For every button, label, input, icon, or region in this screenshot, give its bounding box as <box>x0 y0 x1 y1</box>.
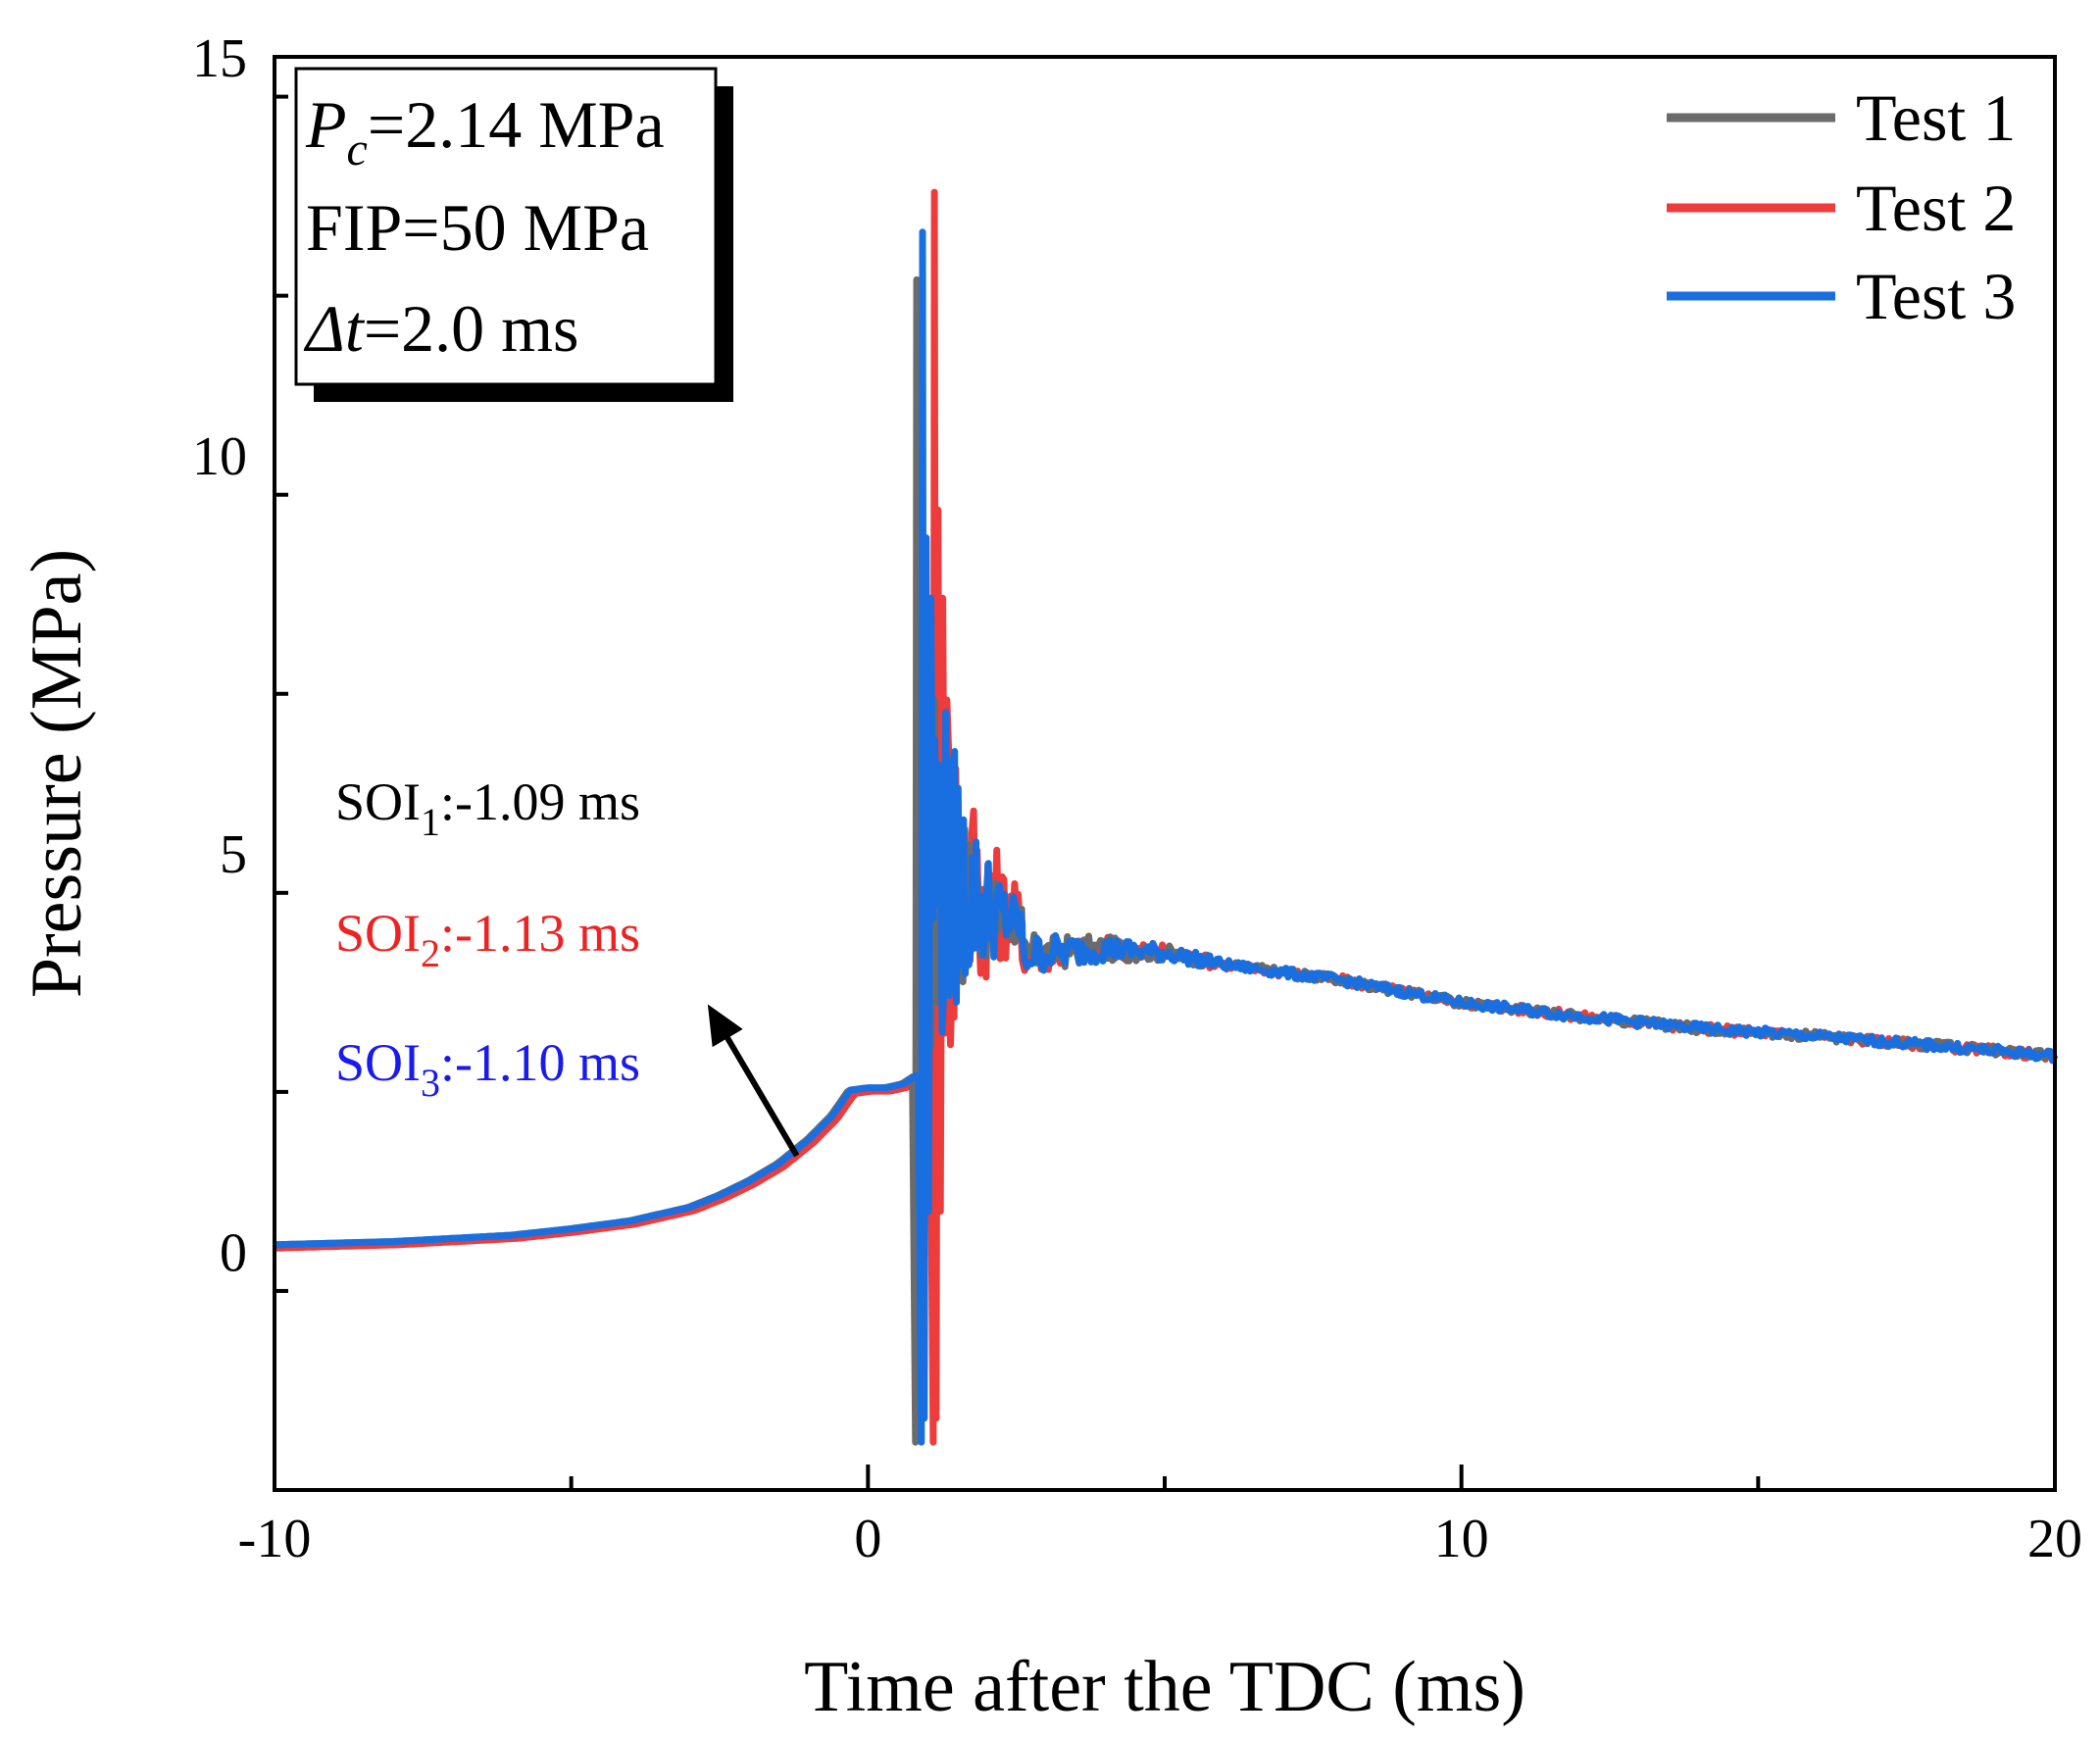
arrow-shaft <box>716 1020 800 1158</box>
fip-label: FIP=50 MPa <box>306 190 649 265</box>
soi-annotations: SOI1:-1.09 ms SOI2:-1.13 ms SOI3:-1.10 m… <box>335 772 640 1105</box>
tick-labels: -10 0 10 20 0 5 10 15 <box>192 28 2082 1569</box>
x-tick-label: -10 <box>238 1509 312 1569</box>
x-axis-title: Time after the TDC (ms) <box>804 1647 1525 1727</box>
series-line-test1 <box>274 275 2059 1446</box>
x-tick-label: 20 <box>2027 1509 2082 1569</box>
soi-arrow <box>707 1004 800 1158</box>
series-layer <box>274 188 2059 1446</box>
pc-label: Pc=2.14 MPa <box>305 87 665 175</box>
legend-label-test2: Test 2 <box>1856 171 2016 245</box>
y-tick-label: 0 <box>220 1222 247 1283</box>
x-tick-label: 0 <box>854 1509 881 1569</box>
soi-annotation-2: SOI2:-1.13 ms <box>335 904 640 975</box>
plot-frame <box>273 55 2057 1492</box>
info-box: Pc=2.14 MPa FIP=50 MPa Δt=2.0 ms <box>294 67 733 402</box>
y-tick-label: 5 <box>220 824 247 885</box>
legend-label-test3: Test 3 <box>1856 259 2016 333</box>
y-tick-label: 10 <box>192 426 247 487</box>
dt-label: Δt=2.0 ms <box>303 291 579 366</box>
series-line-test3 <box>274 228 2057 1446</box>
axis-ticks <box>273 94 2057 1492</box>
legend-label-test1: Test 1 <box>1856 80 2016 155</box>
x-tick-label: 10 <box>1434 1509 1489 1569</box>
y-tick-label: 15 <box>192 28 247 89</box>
arrow-head <box>707 1004 743 1048</box>
legend: Test 1 Test 2 Test 3 <box>1667 80 2016 333</box>
soi-annotation-3: SOI3:-1.10 ms <box>335 1033 640 1105</box>
y-axis-title: Pressure (MPa) <box>17 549 97 998</box>
soi-annotation-1: SOI1:-1.09 ms <box>335 772 640 844</box>
